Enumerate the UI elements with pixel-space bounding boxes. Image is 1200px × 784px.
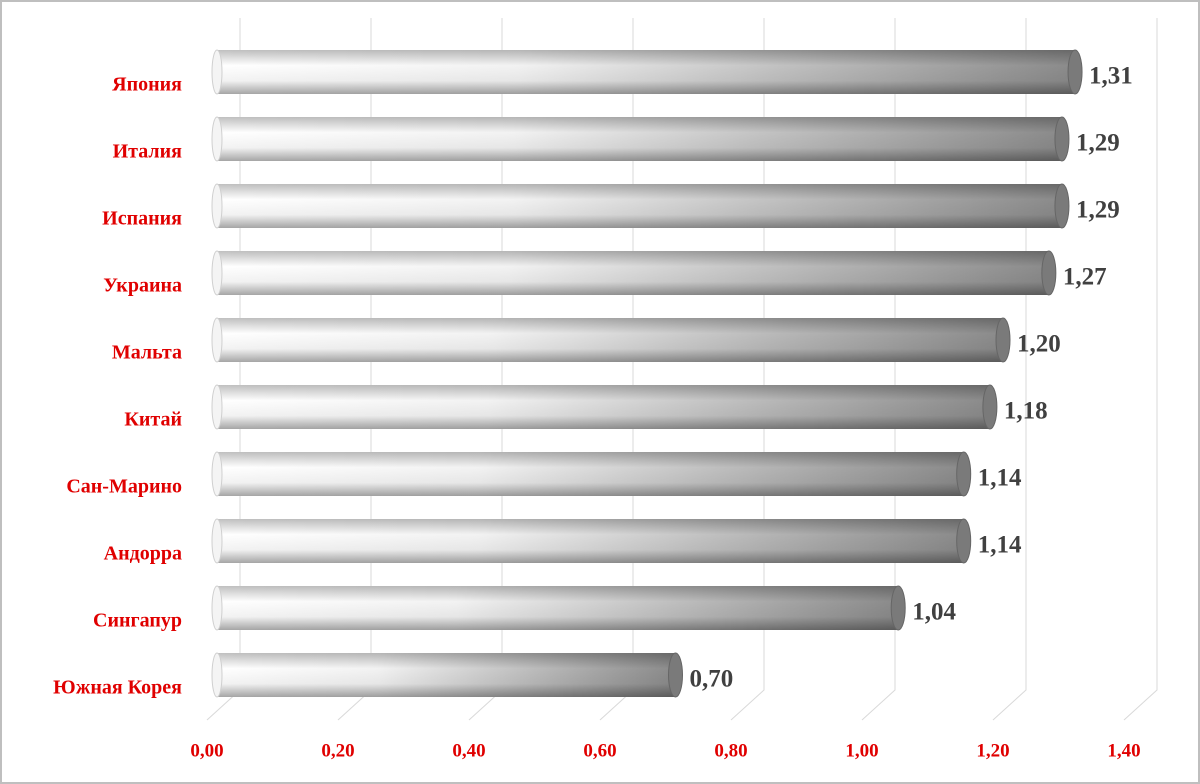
bar-end-cap bbox=[1041, 250, 1057, 296]
bar-shade bbox=[217, 184, 1062, 228]
x-tick-label: 0,80 bbox=[714, 740, 747, 761]
bar-shade bbox=[217, 251, 1049, 295]
bar-left-cap bbox=[211, 49, 223, 95]
bar-end-cap bbox=[890, 585, 906, 631]
y-tick-label: Италия bbox=[113, 141, 183, 163]
x-tick-label: 0,00 bbox=[190, 740, 223, 761]
grid-line bbox=[730, 18, 765, 721]
bar-shade bbox=[217, 385, 990, 429]
bar-end-cap bbox=[956, 451, 972, 497]
y-tick-label: Мальта bbox=[112, 342, 182, 364]
y-tick-label: Сан-Марино bbox=[66, 476, 182, 498]
x-tick-label: 1,40 bbox=[1107, 740, 1140, 761]
y-tick-label: Украина bbox=[103, 275, 182, 297]
bar-left-cap bbox=[211, 652, 223, 698]
bar-left-cap bbox=[211, 451, 223, 497]
bar-left-cap bbox=[211, 317, 223, 363]
x-tick-label: 1,20 bbox=[976, 740, 1009, 761]
bar-shade bbox=[217, 519, 964, 563]
value-label: 1,04 bbox=[912, 599, 956, 626]
y-tick-label: Андорра bbox=[104, 543, 182, 565]
bar-end-cap bbox=[982, 384, 998, 430]
value-label: 1,20 bbox=[1017, 331, 1061, 358]
value-label: 0,70 bbox=[690, 666, 734, 693]
bar-end-cap bbox=[1054, 183, 1070, 229]
grid-line bbox=[992, 18, 1027, 721]
bar-left-cap bbox=[211, 518, 223, 564]
bar-left-cap bbox=[211, 116, 223, 162]
value-label: 1,18 bbox=[1004, 398, 1048, 425]
grid-line bbox=[1123, 18, 1158, 721]
bar-end-cap bbox=[995, 317, 1011, 363]
y-tick-label: Испания bbox=[102, 208, 182, 230]
y-tick-label: Китай bbox=[124, 409, 182, 431]
bar-left-cap bbox=[211, 384, 223, 430]
y-tick-label: Япония bbox=[112, 74, 182, 96]
bar-left-cap bbox=[211, 183, 223, 229]
grid-line bbox=[861, 18, 896, 721]
bar-shade bbox=[217, 50, 1076, 94]
value-label: 1,31 bbox=[1089, 63, 1133, 90]
bar-shade bbox=[217, 117, 1062, 161]
value-label: 1,14 bbox=[978, 532, 1022, 559]
x-tick-label: 0,40 bbox=[452, 740, 485, 761]
bar-shade bbox=[217, 586, 899, 630]
bar-end-cap bbox=[668, 652, 683, 698]
bar-left-cap bbox=[211, 585, 223, 631]
bar-end-cap bbox=[1054, 116, 1070, 162]
value-label: 1,14 bbox=[978, 465, 1022, 492]
x-tick-label: 1,00 bbox=[845, 740, 878, 761]
y-tick-label: Сингапур bbox=[93, 610, 182, 632]
x-tick-label: 0,20 bbox=[321, 740, 354, 761]
bar-shade bbox=[217, 318, 1003, 362]
y-tick-label: Южная Корея bbox=[53, 677, 182, 699]
value-label: 1,29 bbox=[1076, 130, 1120, 157]
bar-left-cap bbox=[211, 250, 223, 296]
bar-shade bbox=[217, 653, 676, 697]
bar-end-cap bbox=[1067, 49, 1083, 95]
bar-shade bbox=[217, 452, 964, 496]
bar-end-cap bbox=[956, 518, 972, 564]
x-tick-label: 0,60 bbox=[583, 740, 616, 761]
value-label: 1,29 bbox=[1076, 197, 1120, 224]
value-label: 1,27 bbox=[1063, 264, 1107, 291]
